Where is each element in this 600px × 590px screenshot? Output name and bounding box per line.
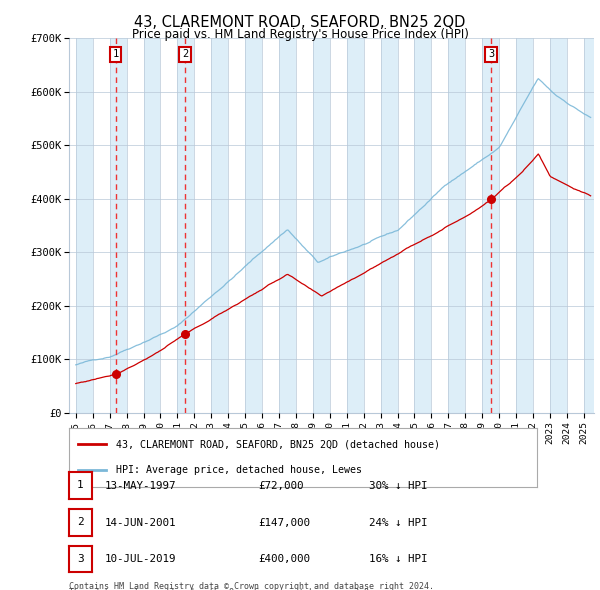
Text: 3: 3 — [77, 554, 84, 564]
Bar — [245, 38, 262, 413]
Text: 24% ↓ HPI: 24% ↓ HPI — [369, 518, 427, 527]
Bar — [380, 38, 398, 413]
Bar — [178, 38, 194, 413]
Text: Contains HM Land Registry data © Crown copyright and database right 2024.: Contains HM Land Registry data © Crown c… — [69, 582, 434, 590]
Bar — [347, 38, 364, 413]
Text: 2: 2 — [182, 50, 188, 60]
Bar — [110, 38, 127, 413]
Text: £72,000: £72,000 — [258, 481, 304, 490]
Text: 1: 1 — [77, 480, 84, 490]
Bar — [448, 38, 465, 413]
Text: 43, CLAREMONT ROAD, SEAFORD, BN25 2QD (detached house): 43, CLAREMONT ROAD, SEAFORD, BN25 2QD (d… — [116, 440, 440, 449]
Bar — [516, 38, 533, 413]
Text: £147,000: £147,000 — [258, 518, 310, 527]
Text: 43, CLAREMONT ROAD, SEAFORD, BN25 2QD: 43, CLAREMONT ROAD, SEAFORD, BN25 2QD — [134, 15, 466, 30]
Bar — [76, 38, 93, 413]
Text: 3: 3 — [488, 50, 494, 60]
Text: 10-JUL-2019: 10-JUL-2019 — [105, 555, 176, 564]
Text: 13-MAY-1997: 13-MAY-1997 — [105, 481, 176, 490]
Bar — [143, 38, 160, 413]
Text: Price paid vs. HM Land Registry's House Price Index (HPI): Price paid vs. HM Land Registry's House … — [131, 28, 469, 41]
Text: £400,000: £400,000 — [258, 555, 310, 564]
Bar — [550, 38, 567, 413]
Text: HPI: Average price, detached house, Lewes: HPI: Average price, detached house, Lewe… — [116, 466, 362, 475]
Bar — [584, 38, 600, 413]
Bar — [313, 38, 330, 413]
Bar — [279, 38, 296, 413]
Text: 2: 2 — [77, 517, 84, 527]
Text: 16% ↓ HPI: 16% ↓ HPI — [369, 555, 427, 564]
Text: This data is licensed under the Open Government Licence v3.0.: This data is licensed under the Open Gov… — [69, 588, 374, 590]
Bar — [211, 38, 228, 413]
Text: 1: 1 — [113, 50, 119, 60]
Bar — [415, 38, 431, 413]
Text: 30% ↓ HPI: 30% ↓ HPI — [369, 481, 427, 490]
Bar — [482, 38, 499, 413]
Text: 14-JUN-2001: 14-JUN-2001 — [105, 518, 176, 527]
